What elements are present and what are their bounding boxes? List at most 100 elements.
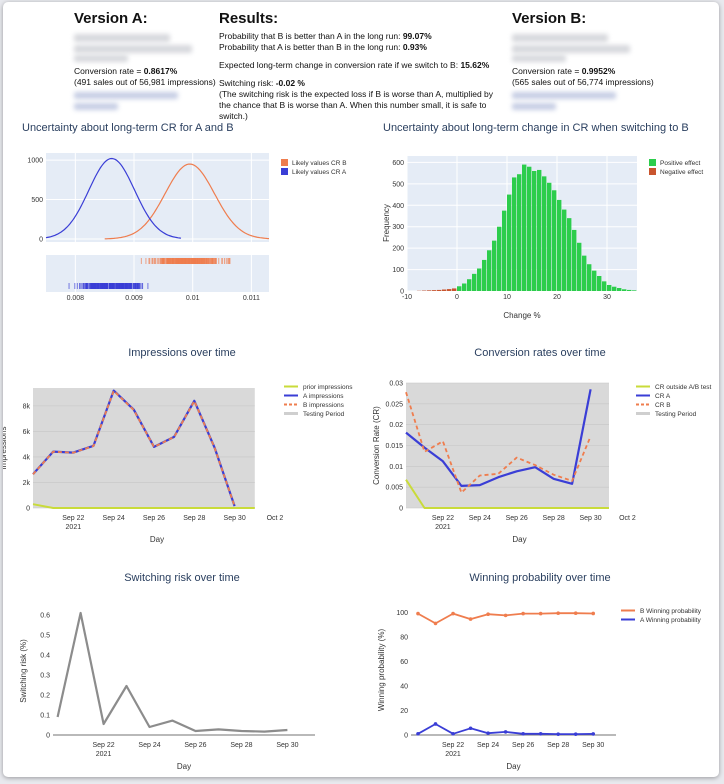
y-tick-label: 0.1 (40, 713, 50, 720)
results-panel: Results: Probability that B is better th… (219, 10, 495, 121)
x-tick-label: Sep 22 (92, 742, 114, 749)
x-tick-label: Sep 30 (579, 515, 601, 522)
y-tick-label: 0.4 (40, 653, 50, 660)
x-tick-year: 2021 (66, 524, 82, 531)
version-a-rate: Conversion rate = 0.8617% (74, 66, 178, 76)
chart-title-change-histogram: Uncertainty about long-term change in CR… (383, 122, 689, 134)
b-winning-point (416, 611, 420, 616)
redacted-link[interactable] (512, 103, 556, 110)
y-tick-label: 100 (392, 267, 404, 274)
y-tick-label: 0.3 (40, 673, 50, 680)
version-b-rate: Conversion rate = 0.9952% (512, 66, 616, 76)
legend-swatch (281, 159, 288, 166)
y-tick-label: 300 (392, 224, 404, 231)
b-winning-point (486, 612, 490, 616)
y-tick-label: 0.2 (40, 693, 50, 700)
histogram-bar (482, 259, 487, 291)
histogram-bar (512, 177, 517, 291)
histogram-bar (572, 229, 577, 291)
redacted-link[interactable] (74, 103, 118, 110)
x-tick-label: Sep 26 (184, 742, 206, 749)
y-tick-label: 0.6 (40, 613, 50, 620)
results-heading: Results: (219, 10, 279, 27)
legend-label: Positive effect (660, 160, 701, 167)
histogram-bar (502, 210, 507, 291)
a-winning-point (556, 732, 560, 736)
x-tick-label: Sep 26 (143, 515, 165, 522)
b-winning-point (556, 611, 560, 616)
density-line-cr-a (45, 157, 182, 239)
b-winning-point (503, 613, 508, 618)
x-tick-year: 2021 (445, 751, 461, 758)
x-tick-label: Sep 22 (432, 515, 454, 522)
version-b-impressions: (565 sales out of 56,774 impressions) (512, 77, 654, 87)
x-tick-year: 2021 (435, 524, 451, 531)
x-tick-label: 30 (603, 294, 611, 301)
legend-label: B Winning probability (640, 608, 702, 615)
x-axis-title: Change % (503, 311, 540, 320)
a-winning-point (468, 726, 473, 731)
x-axis-title: Day (177, 762, 191, 771)
legend-label: Testing Period (655, 411, 697, 418)
chart-title-switching-risk: Switching risk over time (124, 572, 240, 584)
redacted-text (74, 34, 170, 42)
b-winning-point (538, 611, 543, 616)
y-tick-label: 0 (404, 733, 408, 740)
histogram-bar (532, 171, 537, 291)
y-tick-label: 0 (399, 506, 403, 513)
histogram-bar (537, 169, 542, 291)
histogram-bar (547, 182, 552, 291)
y-tick-label: 600 (392, 160, 404, 167)
b-winning-point (591, 611, 596, 616)
b-winning-point (573, 611, 578, 616)
redacted-link[interactable] (512, 92, 616, 99)
histogram-bar (552, 190, 557, 291)
b-winning-point (521, 611, 525, 616)
switching-risk-value: Switching risk: -0.02 % (219, 78, 305, 88)
y-tick-label: 0.005 (385, 485, 403, 492)
x-tick-label: Sep 30 (276, 742, 298, 749)
y-tick-label: 2k (23, 480, 31, 487)
x-tick-label: Sep 24 (469, 515, 491, 522)
y-axis-title: Switching risk (%) (19, 639, 28, 703)
cr-b-line (405, 391, 592, 494)
histogram-bars (417, 164, 637, 291)
histogram-bar (427, 290, 432, 291)
histogram-bar (577, 242, 582, 291)
legend-label: CR A (655, 393, 671, 400)
y-tick-label: 500 (31, 197, 43, 204)
y-tick-label: 200 (392, 246, 404, 253)
legend-label: B impressions (303, 402, 345, 409)
redacted-link[interactable] (74, 92, 178, 99)
histogram-bar (522, 164, 527, 291)
y-tick-label: 0 (39, 237, 43, 244)
y-tick-label: 4k (23, 454, 31, 461)
y-tick-label: 8k (23, 403, 31, 410)
y-axis-title: Frequency (382, 204, 391, 242)
histogram-bar (457, 286, 462, 291)
histogram-bar (472, 273, 477, 291)
y-tick-label: 0.025 (385, 401, 403, 408)
version-a-impressions: (491 sales out of 56,981 impressions) (74, 77, 216, 87)
dashboard-card: Version A: Conversion rate = 0.8617% (49… (3, 2, 719, 777)
x-tick-label: Oct 2 (619, 515, 636, 522)
histogram-bar (562, 209, 567, 291)
x-axis-title: Day (512, 535, 526, 544)
x-tick-label: Sep 26 (512, 742, 534, 749)
y-tick-label: 20 (400, 708, 408, 715)
y-tick-label: 60 (400, 659, 408, 666)
rug-cr-a (68, 283, 149, 289)
prior-impressions-line (32, 503, 255, 509)
switching-risk-line (56, 611, 288, 733)
histogram-bar (507, 194, 512, 291)
legend-label: Negative effect (660, 169, 703, 176)
a-winning-point (503, 730, 508, 734)
x-tick-label: 10 (503, 294, 511, 301)
y-tick-label: 0.01 (389, 464, 403, 471)
x-tick-label: Sep 28 (543, 515, 565, 522)
histogram-bar (447, 289, 452, 291)
x-tick-label: Sep 24 (477, 742, 499, 749)
y-tick-label: 0 (26, 506, 30, 513)
histogram-bar (477, 268, 482, 291)
prob-b-better: Probability that B is better than A in t… (219, 31, 432, 41)
